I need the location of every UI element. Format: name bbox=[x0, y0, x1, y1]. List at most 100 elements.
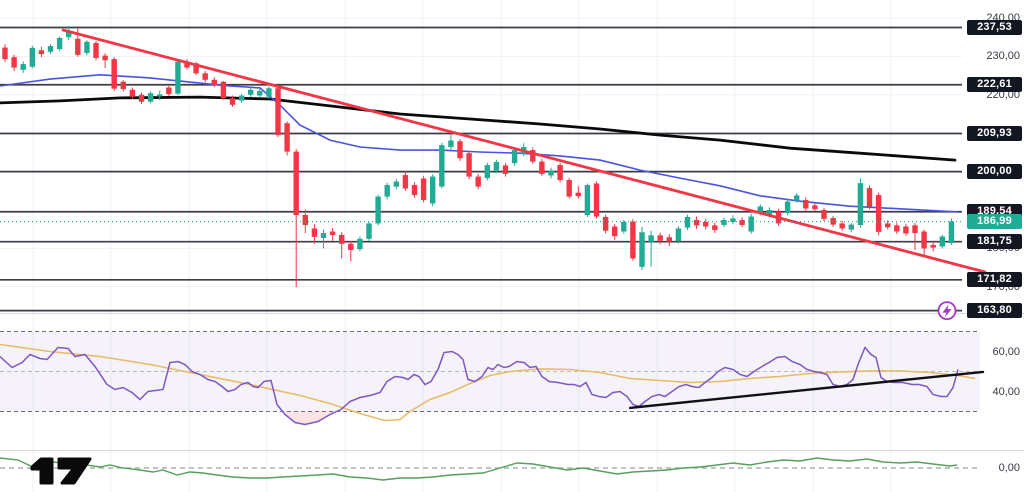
candle-body bbox=[102, 55, 108, 61]
momentum-line bbox=[0, 457, 958, 481]
candle-body bbox=[275, 88, 281, 136]
candle-body bbox=[184, 61, 190, 68]
candle-body bbox=[812, 205, 818, 210]
candle-body bbox=[138, 94, 145, 102]
candle-body bbox=[903, 226, 909, 234]
candle-body bbox=[584, 185, 591, 215]
candle-body bbox=[848, 224, 854, 230]
candle-body bbox=[466, 153, 472, 177]
candle-body bbox=[384, 185, 390, 197]
candle-body bbox=[357, 238, 363, 250]
candle-body bbox=[912, 225, 918, 234]
candle-body bbox=[866, 188, 873, 207]
candle-body bbox=[757, 206, 763, 214]
candle-body bbox=[675, 228, 682, 242]
candle-body bbox=[593, 183, 600, 217]
candle-body bbox=[766, 210, 773, 215]
candle-body bbox=[320, 233, 327, 239]
candle-body bbox=[157, 94, 163, 97]
tradingview-logo-glyph-1 bbox=[30, 457, 54, 485]
candle-body bbox=[448, 140, 454, 148]
candle-body bbox=[84, 41, 90, 53]
candle-body bbox=[730, 218, 736, 222]
candle-body bbox=[821, 210, 827, 219]
candle-body bbox=[47, 46, 54, 52]
candle-body bbox=[248, 89, 254, 95]
rsi-ascending-trendline[interactable] bbox=[628, 370, 985, 410]
candle-body bbox=[120, 81, 126, 90]
candle-body bbox=[175, 61, 181, 94]
candle-body bbox=[739, 219, 745, 225]
candle-body bbox=[875, 195, 882, 232]
candle-body bbox=[38, 50, 45, 55]
candle-body bbox=[66, 32, 72, 38]
tradingview-logo-glyph-7 bbox=[57, 457, 92, 485]
candle-body bbox=[539, 161, 545, 174]
candle-body bbox=[202, 73, 208, 80]
candle-body bbox=[639, 232, 645, 267]
candle-body bbox=[548, 170, 554, 176]
candle-body bbox=[375, 196, 381, 224]
candle-body bbox=[238, 95, 245, 101]
candle-body bbox=[366, 223, 372, 239]
candle-body bbox=[630, 221, 636, 259]
candle-body bbox=[129, 89, 136, 97]
candle-body bbox=[693, 219, 700, 226]
candle-body bbox=[257, 90, 263, 96]
candle-body bbox=[939, 236, 945, 247]
candle-body bbox=[457, 141, 463, 159]
descending-trendline[interactable] bbox=[61, 28, 987, 274]
candle-body bbox=[502, 165, 509, 174]
candle-body bbox=[921, 231, 927, 249]
candle-body bbox=[721, 219, 727, 225]
candle-body bbox=[11, 57, 17, 68]
candle-body bbox=[2, 47, 8, 60]
candle-body bbox=[484, 165, 490, 179]
candle-body bbox=[612, 226, 618, 237]
candle-body bbox=[894, 225, 900, 232]
candle-body bbox=[885, 223, 891, 228]
candle-body bbox=[666, 237, 672, 242]
candle-body bbox=[857, 183, 864, 225]
candle-body bbox=[475, 176, 481, 187]
candle-body bbox=[75, 38, 81, 55]
candle-body bbox=[420, 178, 427, 201]
candle-body bbox=[393, 181, 399, 187]
candle-body bbox=[493, 162, 500, 171]
candle-body bbox=[712, 225, 718, 230]
candle-body bbox=[839, 223, 845, 229]
rsi-line bbox=[0, 346, 959, 426]
candle-body bbox=[211, 79, 217, 85]
candle-body bbox=[402, 175, 409, 189]
candle-body bbox=[111, 59, 117, 89]
candle-body bbox=[220, 81, 227, 99]
candle-body bbox=[302, 214, 308, 225]
candle-body bbox=[794, 195, 800, 201]
candle-body bbox=[557, 165, 563, 181]
candle-body bbox=[575, 192, 581, 197]
candle-body bbox=[348, 243, 354, 250]
candle-body bbox=[530, 150, 536, 162]
candle-body bbox=[930, 244, 936, 248]
candle-body bbox=[311, 228, 318, 237]
candle-body bbox=[748, 216, 754, 232]
candle-body bbox=[56, 37, 63, 50]
lightning-bolt-glyph bbox=[942, 304, 952, 318]
candle-body bbox=[430, 176, 436, 204]
candle-body bbox=[657, 235, 663, 241]
candle-body bbox=[339, 234, 345, 244]
tradingview-logo[interactable] bbox=[26, 455, 98, 487]
rsi-oversold-fill bbox=[282, 411, 337, 425]
candle-body bbox=[784, 201, 791, 214]
candle-body bbox=[29, 47, 35, 67]
candle-body bbox=[284, 123, 290, 152]
candle-body bbox=[703, 221, 709, 227]
candle-body bbox=[147, 93, 154, 102]
candle-body bbox=[439, 145, 445, 187]
candle-body bbox=[511, 150, 518, 164]
candle-body bbox=[830, 218, 836, 225]
candle-body bbox=[684, 216, 691, 228]
candle-body bbox=[266, 88, 272, 97]
